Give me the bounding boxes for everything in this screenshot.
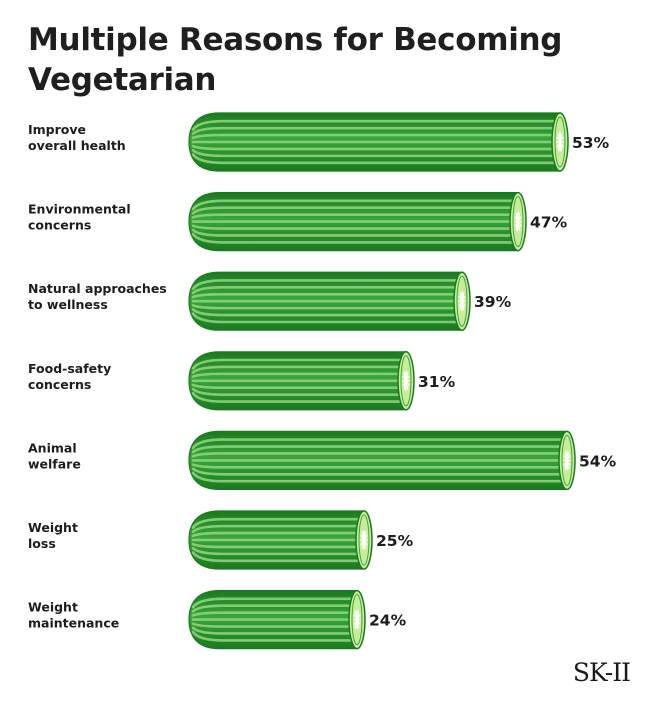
cucumber-stripe xyxy=(191,546,364,556)
cucumber-bar xyxy=(188,191,527,252)
category-label: Environmental concerns xyxy=(28,202,131,233)
category-label-line: concerns xyxy=(28,377,91,392)
cucumber-stripe xyxy=(191,213,518,219)
cucumber-seed-line xyxy=(556,136,564,148)
value-label: 24% xyxy=(369,612,407,630)
category-label-line: maintenance xyxy=(28,616,119,631)
cucumber-stripe xyxy=(191,144,560,151)
category-label-line: to wellness xyxy=(28,297,108,312)
cucumber-stripe xyxy=(191,286,462,295)
cucumber-stripe xyxy=(191,604,357,613)
cucumber-stripe xyxy=(191,228,518,237)
cucumber-cut-ring xyxy=(512,196,524,248)
cucumber-cut-ring xyxy=(456,275,468,327)
cucumber-stripe xyxy=(191,206,518,215)
brand-logo: SK-II xyxy=(572,658,631,687)
category-label: Improve overall health xyxy=(28,122,126,153)
cucumber-stripe xyxy=(191,391,406,403)
cucumber-seed-line xyxy=(514,216,522,227)
cucumber-cut-ring xyxy=(351,594,363,646)
cucumber-stripe xyxy=(191,126,560,136)
cucumber-stripe xyxy=(191,438,567,450)
chart-title: Multiple Reasons for Becoming Vegetarian xyxy=(28,22,563,98)
category-label-line: concerns xyxy=(28,218,91,233)
cucumber-stripe xyxy=(191,452,567,458)
cucumber-stripe xyxy=(191,224,518,230)
category-label-line: Improve xyxy=(28,122,86,137)
cucumber-stripe xyxy=(191,119,560,131)
cucumber-stripe xyxy=(191,148,560,158)
cucumber-stripe xyxy=(191,387,406,396)
cucumber-stripe xyxy=(191,597,357,609)
cucumber-cut-ring xyxy=(400,355,412,407)
cucumber-stripe xyxy=(191,467,567,476)
cucumber-stripe xyxy=(191,524,364,534)
category-label: Natural approaches to wellness xyxy=(28,281,167,312)
cucumber-seed-line xyxy=(402,375,410,387)
cucumber-stripe xyxy=(191,471,567,483)
cucumber-stripe xyxy=(191,630,357,642)
cucumber-seed-line xyxy=(360,534,368,546)
cucumber-bar xyxy=(188,112,569,172)
cucumber-cut-ring xyxy=(554,116,566,168)
cucumber-stripe xyxy=(191,383,406,390)
cucumber-bar xyxy=(188,510,373,570)
cucumber-stripe xyxy=(191,312,462,324)
cucumber-stripe xyxy=(191,292,462,299)
cucumber-stripe xyxy=(191,622,357,628)
category-label: Food-safety concerns xyxy=(28,361,111,392)
category-label-line: Animal xyxy=(28,440,77,455)
category-label-line: Weight xyxy=(28,520,78,535)
category-label-line: welfare xyxy=(28,456,81,471)
value-label: 25% xyxy=(376,532,414,550)
cucumber-stripe xyxy=(191,365,406,374)
cucumber-seed-line xyxy=(563,455,571,466)
cucumber-stripe xyxy=(191,279,462,291)
value-label: 47% xyxy=(530,214,568,232)
category-label: Weight maintenance xyxy=(28,600,119,631)
cucumber-stripe xyxy=(191,626,357,635)
cucumber-stripe xyxy=(191,611,357,617)
cucumber-bar xyxy=(188,271,471,331)
cucumber-stripe xyxy=(191,445,567,454)
category-label: Weight loss xyxy=(28,520,78,551)
cucumber-stripe xyxy=(191,372,406,378)
cucumber-cut-ring xyxy=(358,514,370,566)
category-label-line: overall health xyxy=(28,138,126,153)
cucumber-stripe xyxy=(191,463,567,469)
cucumber-stripe xyxy=(191,153,560,165)
bars-layer: 53% Improve overall health 47% Environmental… xyxy=(28,112,617,650)
cucumber-bar xyxy=(188,351,415,411)
cucumber-stripe xyxy=(191,199,518,211)
value-label: 39% xyxy=(474,293,512,311)
value-label: 54% xyxy=(579,452,617,470)
cucumber-stripe xyxy=(191,358,406,370)
cucumber-stripe xyxy=(191,133,560,140)
cucumber-stripe xyxy=(191,308,462,317)
cucumber-seed-line xyxy=(458,295,466,307)
cucumber-bar xyxy=(188,430,576,491)
cucumber-stripe xyxy=(191,551,364,563)
cucumber-seed-line xyxy=(353,614,361,625)
category-label-line: Weight xyxy=(28,600,78,615)
value-label: 53% xyxy=(572,134,610,152)
category-label-line: loss xyxy=(28,536,56,551)
category-label-line: Food-safety xyxy=(28,361,111,376)
cucumber-stripe xyxy=(191,542,364,549)
category-label-line: Natural approaches xyxy=(28,281,167,296)
cucumber-stripe xyxy=(191,517,364,529)
category-label-line: Environmental xyxy=(28,202,131,217)
cucumber-stripe xyxy=(191,232,518,244)
cucumber-stripe xyxy=(191,531,364,538)
cucumber-bar xyxy=(188,589,366,650)
category-label: Animal welfare xyxy=(28,440,81,471)
value-label: 31% xyxy=(418,373,456,391)
cucumber-cut-ring xyxy=(561,434,573,486)
cucumber-stripe xyxy=(191,304,462,310)
